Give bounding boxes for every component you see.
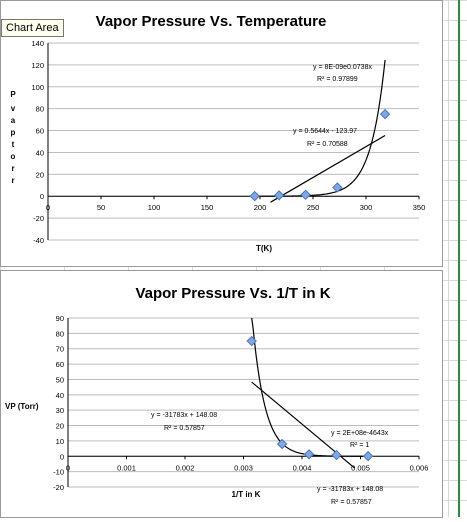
trendline-label-exp: y = 8E-09e0.0738x R² = 0.97899 (313, 64, 372, 83)
y-axis-title-char: t (12, 140, 15, 149)
y-tick-label: 70 (56, 345, 64, 354)
y-tick-label: 10 (56, 437, 64, 446)
data-point (300, 189, 311, 201)
gridlines (68, 317, 419, 488)
data-points (246, 335, 374, 462)
chart-inverse-temperature-svg: Vapor Pressure Vs. 1/T in K VP (Torr) 1/… (5, 285, 428, 506)
x-tick-label: 0.005 (351, 463, 370, 472)
y-tick-label: 30 (56, 406, 64, 415)
axes (67, 318, 420, 487)
y-axis-title-char: P (10, 90, 16, 99)
y-axis-title-char: r (11, 164, 14, 173)
y-tick-label: 20 (56, 422, 64, 431)
trendline-equation: y = 0.5644x - 123.97 (293, 128, 357, 135)
y-tick-label: 60 (56, 360, 64, 369)
data-point (276, 438, 288, 450)
trendline-equation: y = 2E+08e-4643x (331, 430, 389, 437)
trendline-r2: R² = 0.70588 (307, 141, 348, 148)
data-point (246, 335, 257, 347)
y-tick-label: -20 (53, 483, 64, 492)
x-tick-label: 0.003 (234, 463, 253, 472)
x-tick-label: 100 (148, 203, 161, 212)
x-axis-title: T(K) (256, 244, 272, 253)
x-tick-label: 0.004 (293, 463, 312, 472)
data-point (303, 449, 315, 460)
y-axis-title: VP (Torr) (5, 402, 39, 411)
y-tick-label: 80 (56, 329, 64, 338)
linear-trendline (270, 134, 386, 203)
chart-inverse-temperature[interactable]: Vapor Pressure Vs. 1/T in K VP (Torr) 1/… (0, 270, 443, 518)
trendline-equation: y = -31783x + 148.08 (151, 412, 217, 419)
trendlines (249, 59, 386, 203)
data-point (332, 182, 343, 193)
y-axis-title-char: o (11, 152, 16, 161)
trendline-r2: R² = 0.57857 (164, 425, 205, 432)
x-tick-label: 200 (254, 203, 267, 212)
data-point (273, 190, 285, 201)
y-tick-label: 90 (56, 314, 64, 323)
y-tick-label: 50 (56, 375, 64, 384)
trendline-r2: R² = 1 (350, 442, 369, 449)
axes (47, 43, 420, 240)
x-tick-label: 0.001 (117, 463, 136, 472)
y-tick-label: -40 (33, 236, 44, 245)
x-axis-title: 1/T in K (232, 490, 261, 499)
y-tick-label: 120 (31, 61, 44, 70)
y-axis-title-char: v (11, 104, 16, 113)
trendline-r2: R² = 0.57857 (331, 499, 372, 506)
y-axis-title-char: a (11, 116, 16, 125)
y-axis-title-char: p (11, 128, 16, 137)
y-tick-label: 80 (36, 105, 44, 114)
y-tick-label: -20 (33, 214, 44, 223)
y-tick-label: 40 (56, 391, 64, 400)
trendline-label-exp: y = 2E+08e-4643x R² = 1 (331, 430, 389, 449)
data-points (249, 108, 391, 202)
chart-temperature-svg: Vapor Pressure Vs. Temperature P v a p t… (10, 13, 425, 253)
chart-title: Vapor Pressure Vs. 1/T in K (135, 285, 330, 302)
data-point (331, 449, 342, 461)
chart-title: Vapor Pressure Vs. Temperature (96, 13, 327, 30)
y-axis-title: P v a p t o r r (10, 90, 16, 185)
x-tick-label: 0.006 (410, 463, 429, 472)
y-tick-label: -10 (53, 468, 64, 477)
y-tick-label: 40 (36, 148, 44, 157)
y-tick-label: 100 (31, 83, 44, 92)
chart-temperature[interactable]: Vapor Pressure Vs. Temperature P v a p t… (0, 0, 443, 267)
trendline-label-linear: y = -31783x + 148.08 R² = 0.57857 (151, 412, 217, 432)
y-tick-label: 0 (40, 192, 44, 201)
x-tick-label: 50 (97, 203, 105, 212)
selected-column-border (458, 0, 460, 517)
y-tick-label: 60 (36, 127, 44, 136)
data-point (249, 190, 260, 202)
x-tick-label: 300 (360, 203, 373, 212)
y-tick-label: 20 (36, 170, 44, 179)
x-tick-label: 150 (201, 203, 214, 212)
trendline-label-linear: y = 0.5644x - 123.97 R² = 0.70588 (293, 128, 357, 148)
trendline-equation: y = 8E-09e0.0738x (313, 64, 372, 71)
y-tick-label: 0 (60, 452, 64, 461)
trendline-equation: y = -31783x + 148.08 (317, 486, 383, 493)
chart-area-tooltip: Chart Area (1, 19, 64, 37)
data-point (362, 450, 374, 462)
x-tick-label: 0 (46, 203, 50, 212)
x-tick-label: 0 (66, 463, 70, 472)
x-tick-label: 0.002 (176, 463, 195, 472)
trendline-r2: R² = 0.97899 (317, 76, 358, 83)
data-point (379, 108, 391, 120)
y-axis-title-char: r (11, 176, 14, 185)
trendline-label-linear-duplicate: y = -31783x + 148.08 R² = 0.57857 (317, 486, 383, 506)
x-tick-label: 250 (307, 203, 320, 212)
exponential-trendline (249, 59, 386, 197)
y-tick-label: 140 (31, 39, 44, 48)
x-tick-label: 350 (413, 203, 426, 212)
